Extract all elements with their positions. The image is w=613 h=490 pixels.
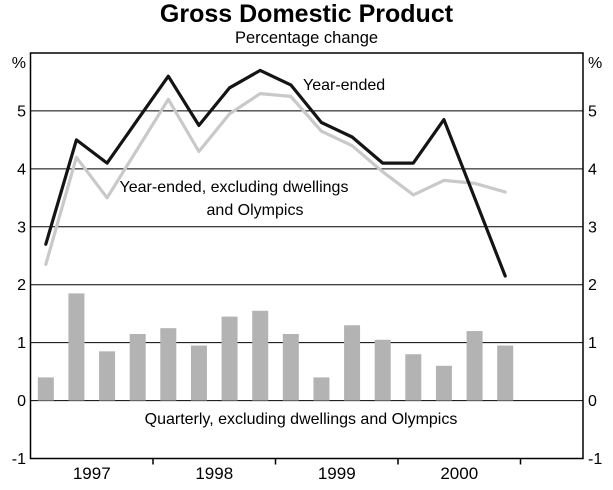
chart-annotation-2: and Olympics <box>207 202 304 219</box>
chart-annotation-3: Quarterly, excluding dwellings and Olymp… <box>145 411 458 428</box>
quarterly-bar <box>313 377 330 401</box>
y-axis-label-right: -1 <box>588 451 602 468</box>
series-line-1 <box>44 91 507 266</box>
y-axis-label-left: 2 <box>17 277 26 294</box>
y-axis-label-left: -1 <box>12 451 26 468</box>
quarterly-bar <box>252 310 269 401</box>
y-axis-label-right: 4 <box>588 161 597 178</box>
y-axis-label-left: 3 <box>17 219 26 236</box>
y-axis-label-right: 0 <box>588 393 597 410</box>
quarterly-bar <box>37 377 54 401</box>
y-axis-label-left: 4 <box>17 161 26 178</box>
quarterly-bar <box>282 333 299 401</box>
y-axis-label-left: 1 <box>17 335 26 352</box>
x-axis-year-label: 2000 <box>440 464 478 483</box>
y-axis-label-right: 5 <box>588 103 597 120</box>
quarterly-bar <box>435 365 452 401</box>
series-line-0 <box>44 68 507 278</box>
chart-annotation-1: Year-ended, excluding dwellings <box>120 179 349 196</box>
x-axis-year-label: 1999 <box>318 464 356 483</box>
y-axis-unit-right: % <box>588 55 602 72</box>
quarterly-bar <box>497 345 514 401</box>
quarterly-bar <box>221 316 238 401</box>
quarterly-bar <box>129 333 146 401</box>
quarterly-bar <box>99 351 116 401</box>
y-axis-label-left: 5 <box>17 103 26 120</box>
quarterly-bar <box>344 325 361 401</box>
chart-annotation-0: Year-ended <box>303 77 385 94</box>
quarterly-bar <box>68 293 85 401</box>
plot-border <box>29 52 584 460</box>
chart-subtitle: Percentage change <box>234 29 379 47</box>
quarterly-bar <box>160 328 177 401</box>
x-axis-year-label: 1997 <box>73 464 111 483</box>
chart-title: Gross Domestic Product <box>159 0 454 28</box>
y-axis-label-right: 1 <box>588 335 597 352</box>
x-axis-year-label: 1998 <box>195 464 233 483</box>
quarterly-bar <box>190 345 207 401</box>
y-axis-label-right: 3 <box>588 219 597 236</box>
y-axis-unit-left: % <box>12 55 26 72</box>
y-axis-label-right: 2 <box>588 277 597 294</box>
quarterly-bar <box>374 339 391 401</box>
quarterly-bar <box>405 354 422 401</box>
y-axis-label-left: 0 <box>17 393 26 410</box>
quarterly-bar <box>466 331 483 401</box>
